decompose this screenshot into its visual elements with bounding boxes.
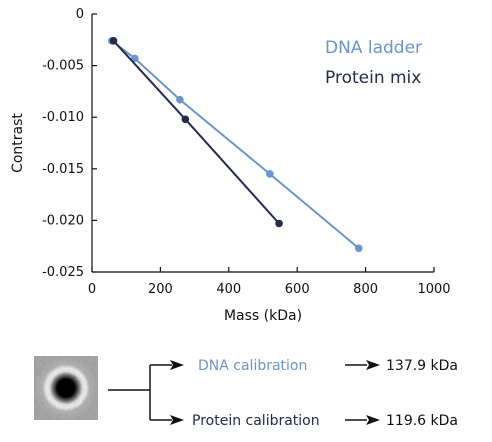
calibration-plot: 0 -0.005 -0.010 -0.015 -0.020 -0.025 0 200 400 6… xyxy=(10,7,451,324)
protein-calibration-result: 119.6 kDa xyxy=(386,413,458,429)
series-line-protein-mix xyxy=(112,40,280,225)
series-line-dna-ladder xyxy=(111,40,360,250)
data-point-protein-mix xyxy=(181,115,190,124)
x-tick-label: 400 xyxy=(216,282,241,297)
legend: DNA ladder Protein mix xyxy=(325,38,422,88)
data-point-dna-ladder xyxy=(130,54,139,63)
x-axis-title: Mass (kDa) xyxy=(224,308,302,324)
y-tick-label: 0 xyxy=(76,7,84,22)
data-point-protein-mix xyxy=(109,37,118,45)
x-tick-label: 600 xyxy=(285,282,310,297)
x-ticks: 0 200 400 600 800 1000 xyxy=(88,267,451,297)
protein-calibration-label: Protein calibration xyxy=(192,413,320,429)
dna-calibration-result: 137.9 kDa xyxy=(386,358,458,374)
axes xyxy=(91,14,434,273)
data-point-dna-ladder xyxy=(266,170,274,178)
branch-top-arrowhead xyxy=(170,360,184,370)
data-point-protein-mix xyxy=(275,219,283,228)
y-axis-title: Contrast xyxy=(10,113,26,173)
x-tick-label: 200 xyxy=(148,282,173,297)
legend-entry-protein-mix: Protein mix xyxy=(325,68,421,88)
x-tick-label: 1000 xyxy=(417,282,450,297)
branch-bottom-arrowhead xyxy=(170,415,184,425)
particle-thumbnail xyxy=(34,356,98,420)
dna-result-arrowhead xyxy=(366,360,380,370)
y-tick-label: -0.005 xyxy=(42,59,84,74)
x-tick-label: 800 xyxy=(353,282,378,297)
data-point-dna-ladder xyxy=(176,95,184,104)
legend-entry-dna-ladder: DNA ladder xyxy=(325,38,422,58)
data-point-dna-ladder xyxy=(354,244,363,253)
dna-calibration-label: DNA calibration xyxy=(198,358,307,374)
series-layer xyxy=(108,37,363,253)
y-tick-label: -0.010 xyxy=(42,110,84,125)
y-tick-label: -0.015 xyxy=(42,162,84,177)
calibration-flow: DNA calibration 137.9 kDa Protein calibr… xyxy=(34,356,458,429)
y-tick-label: -0.025 xyxy=(42,265,84,280)
y-ticks: 0 -0.005 -0.010 -0.015 -0.020 -0.025 xyxy=(42,7,97,280)
y-tick-label: -0.020 xyxy=(42,213,84,228)
x-tick-label: 0 xyxy=(88,282,96,297)
protein-result-arrowhead xyxy=(366,415,380,425)
